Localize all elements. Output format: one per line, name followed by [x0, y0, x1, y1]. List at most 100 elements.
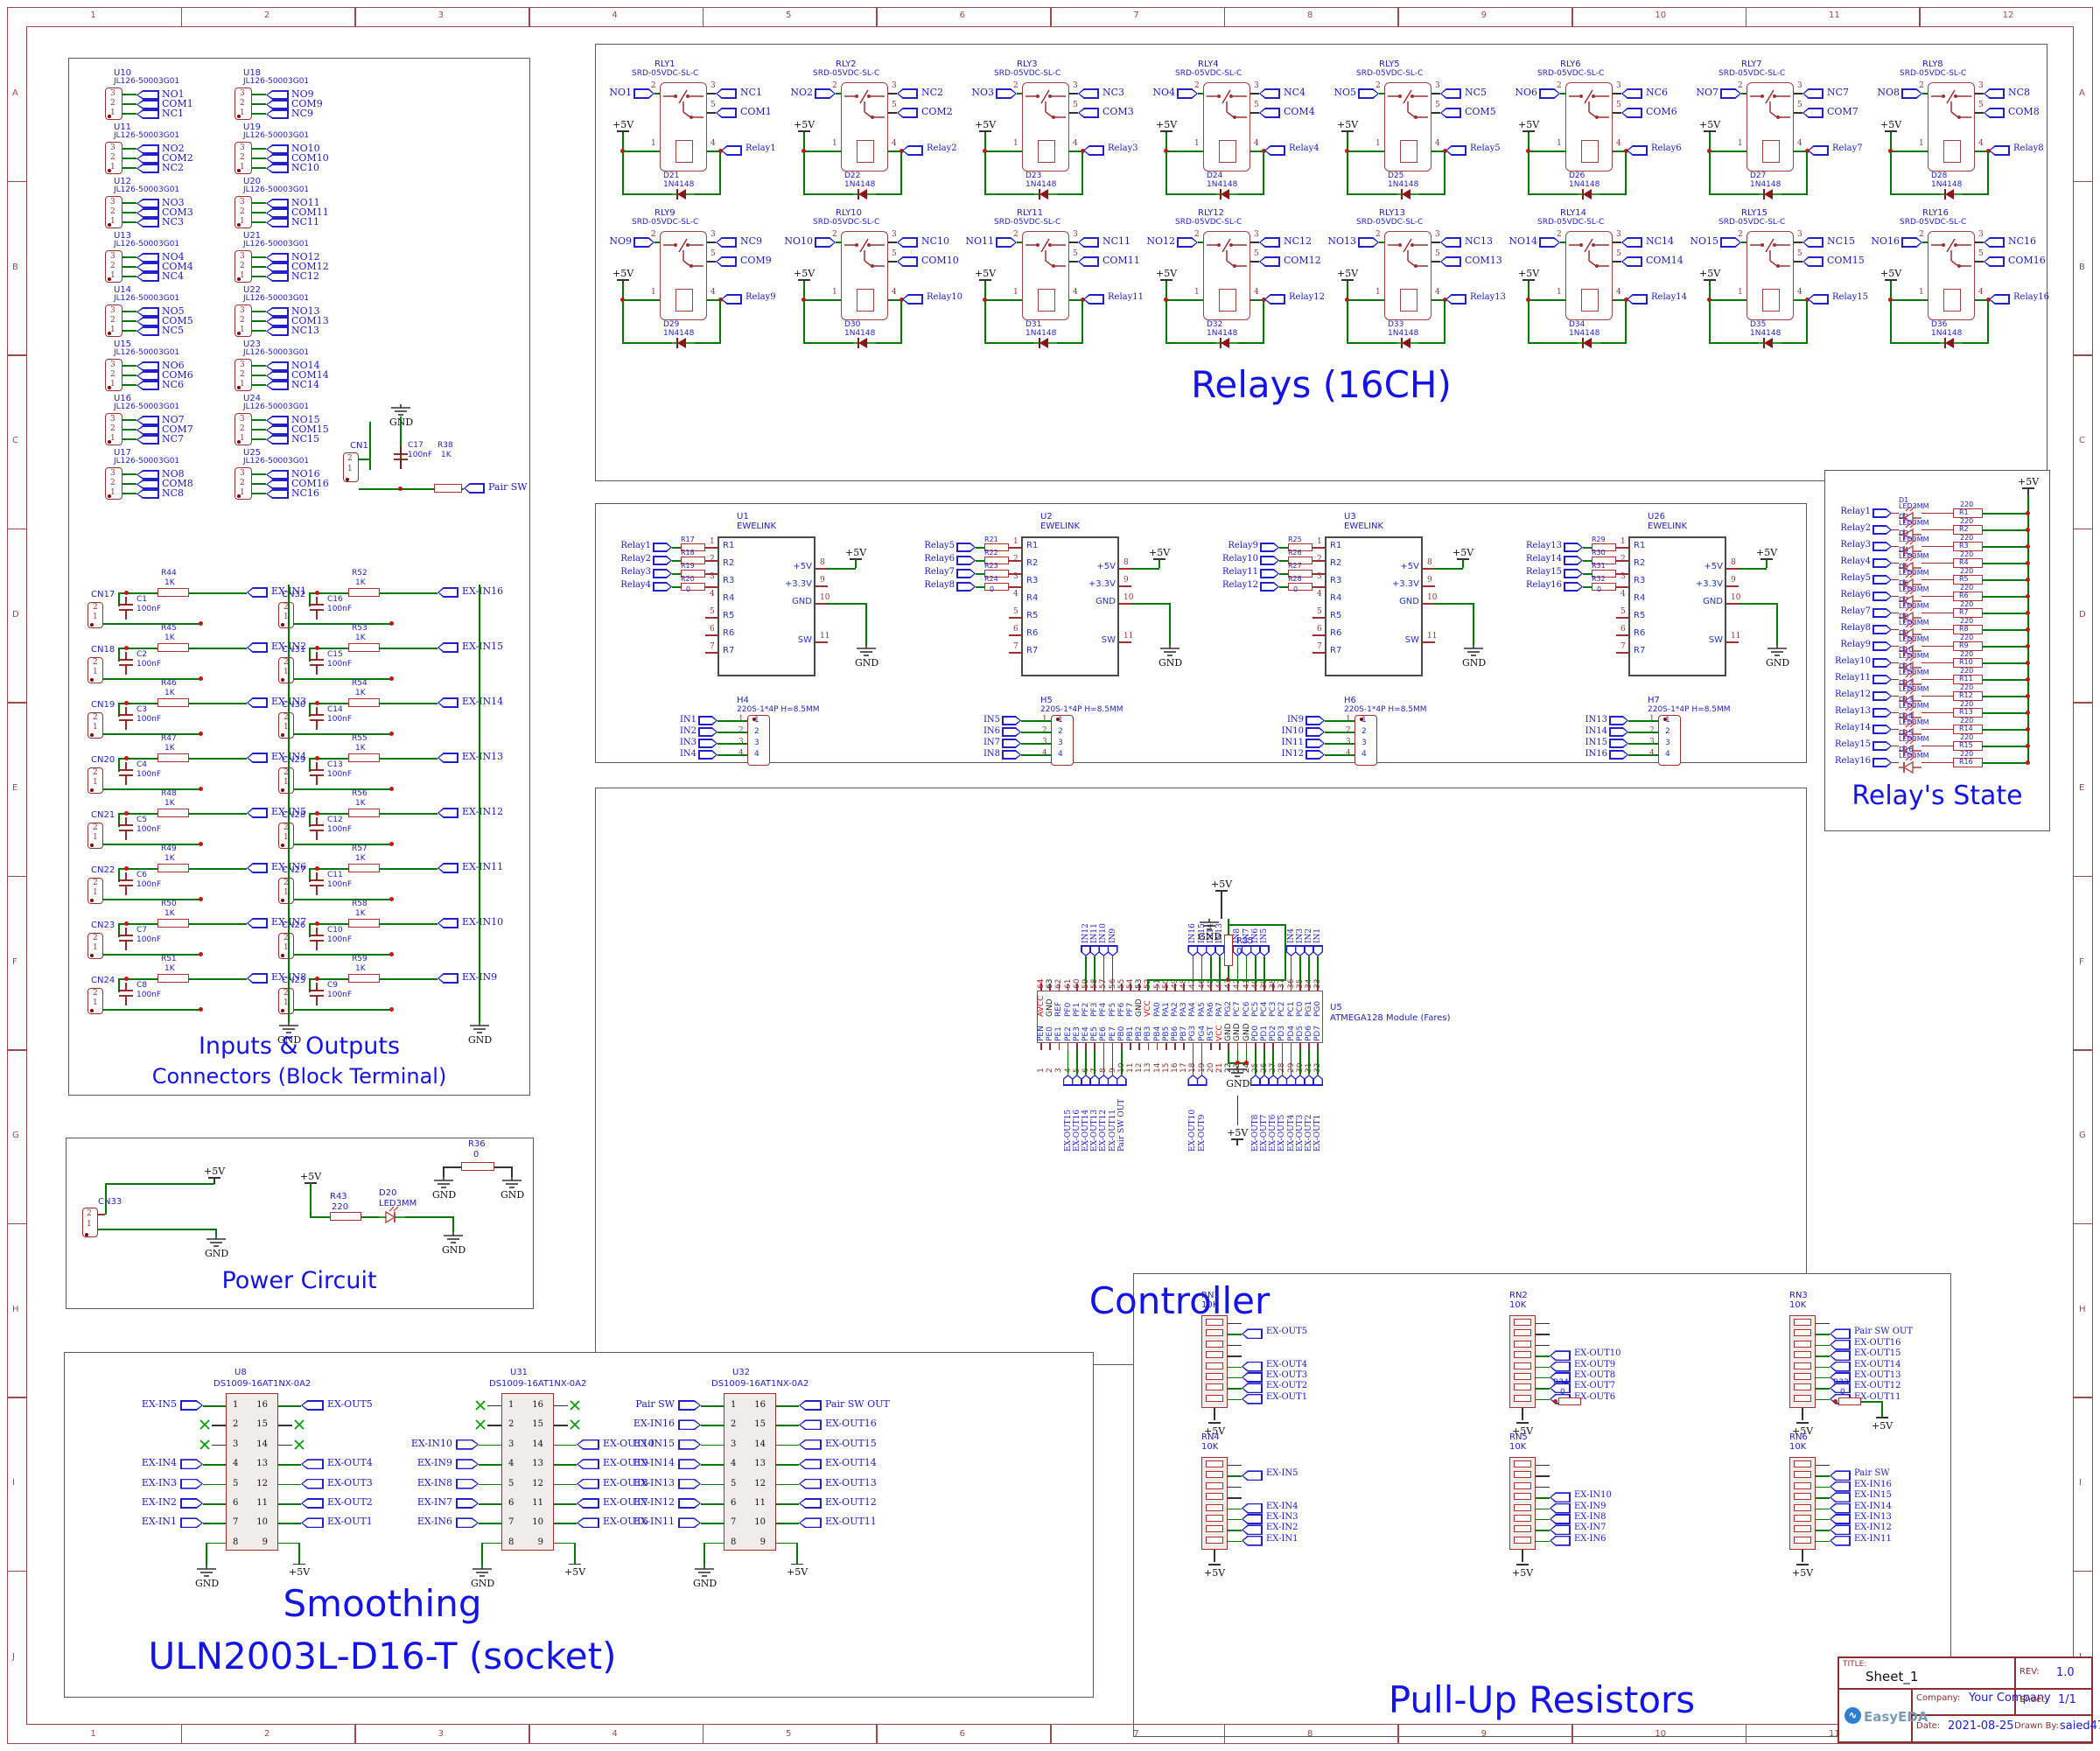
- net-flag[interactable]: [1901, 237, 1922, 248]
- net-flag[interactable]: [1872, 542, 1892, 551]
- net-flag[interactable]: [266, 100, 289, 109]
- net-flag[interactable]: [902, 145, 923, 156]
- resistor[interactable]: [1953, 758, 1983, 767]
- net-flag[interactable]: [1550, 1524, 1571, 1536]
- net-flag[interactable]: [1872, 608, 1892, 618]
- net-flag[interactable]: [1550, 1372, 1571, 1383]
- net-flag[interactable]: [1259, 945, 1270, 956]
- net-flag[interactable]: [266, 90, 289, 100]
- net-flag[interactable]: [1081, 945, 1091, 956]
- net-flag[interactable]: [180, 1517, 203, 1529]
- relay-cell[interactable]: RLY2 SRD-05VDC-SL-C NO2 2 3 NC2 5 COM2 +5V 1 4 Rela…: [783, 60, 962, 207]
- net-flag[interactable]: [956, 556, 976, 565]
- resistor[interactable]: [1953, 608, 1983, 618]
- relay-cell[interactable]: RLY8 SRD-05VDC-SL-C NO8 2 3 NC8 5 COM8 +5V 1 4 Rela…: [1870, 60, 2049, 207]
- relay-state-row[interactable]: Relay9 D9 LED3MM 220 R9: [1829, 629, 2048, 658]
- connector-body[interactable]: [278, 933, 294, 959]
- net-flag[interactable]: [1609, 727, 1628, 737]
- net-flag[interactable]: [1187, 945, 1199, 956]
- net-flag[interactable]: [1002, 739, 1021, 748]
- net-flag[interactable]: [266, 253, 289, 263]
- net-flag[interactable]: [1268, 1075, 1279, 1086]
- resistor[interactable]: [1953, 658, 1983, 668]
- relay-state-row[interactable]: Relay8 D8 LED3MM 220 R8: [1829, 613, 2048, 641]
- net-flag[interactable]: [1002, 750, 1021, 760]
- resistor[interactable]: [984, 543, 1009, 551]
- net-flag[interactable]: [1830, 1350, 1851, 1362]
- net-flag[interactable]: [1083, 145, 1104, 156]
- net-flag[interactable]: [266, 435, 289, 445]
- terminal-body[interactable]: [105, 305, 122, 337]
- net-flag[interactable]: [1285, 1075, 1297, 1086]
- net-flag[interactable]: [1294, 945, 1306, 956]
- net-flag[interactable]: [1550, 1492, 1571, 1503]
- net-flag[interactable]: [1260, 543, 1279, 552]
- resistor[interactable]: [681, 570, 705, 578]
- net-flag[interactable]: [266, 381, 289, 390]
- net-flag[interactable]: [438, 697, 458, 708]
- connector-body[interactable]: [278, 657, 294, 683]
- net-flag[interactable]: [1872, 741, 1892, 751]
- net-flag[interactable]: [438, 587, 458, 598]
- relay-cell[interactable]: RLY1 SRD-05VDC-SL-C NO1 2 3 NC1 5 COM1 +5V 1 4 Rela…: [602, 60, 781, 207]
- net-flag[interactable]: [136, 199, 159, 208]
- resistor[interactable]: [984, 557, 1009, 564]
- net-flag[interactable]: [1550, 1350, 1571, 1362]
- net-flag[interactable]: [1830, 1361, 1851, 1372]
- net-flag[interactable]: [799, 1478, 822, 1489]
- input-channel[interactable]: R461KCN1921C3100nFEX-IN3: [88, 679, 326, 739]
- net-flag[interactable]: [456, 1478, 479, 1489]
- resistor[interactable]: [158, 864, 189, 872]
- net-flag[interactable]: [1872, 691, 1892, 701]
- net-flag[interactable]: [1358, 237, 1379, 248]
- resistor[interactable]: [461, 1162, 494, 1171]
- relay-state-row[interactable]: Relay16 D16 LED3MM 220 R16: [1829, 746, 2048, 774]
- net-flag[interactable]: [180, 1478, 203, 1489]
- net-flag[interactable]: [180, 1459, 203, 1470]
- relay-state-row[interactable]: Relay14 D14 LED3MM 220 R14: [1829, 712, 2048, 741]
- net-flag[interactable]: [266, 425, 289, 435]
- terminal-block[interactable]: U11 JL126-50003G01 3 2 1 NO2 COM2 NC2: [98, 123, 220, 177]
- net-flag[interactable]: [1250, 945, 1261, 956]
- net-flag[interactable]: [266, 208, 289, 218]
- net-flag[interactable]: [1177, 237, 1198, 248]
- net-flag[interactable]: [1187, 1075, 1199, 1086]
- net-flag[interactable]: [180, 1400, 203, 1411]
- terminal-block[interactable]: U14 JL126-50003G01 3 2 1 NO5 COM5 NC5: [98, 285, 220, 340]
- net-flag[interactable]: [1358, 88, 1379, 99]
- net-flag[interactable]: [1304, 1075, 1314, 1086]
- net-flag[interactable]: [1802, 237, 1824, 248]
- net-flag[interactable]: [996, 237, 1017, 248]
- net-flag[interactable]: [1872, 525, 1892, 535]
- net-flag[interactable]: [301, 1517, 324, 1529]
- net-flag[interactable]: [1062, 1075, 1074, 1086]
- input-channel[interactable]: R591KCN2521C9100nFEX-IN9: [278, 955, 516, 1014]
- cn1-group[interactable]: GND CN1 2 1 C17 100nF R38 1K Pair SW: [340, 404, 530, 536]
- net-flag[interactable]: [1264, 294, 1285, 305]
- net-flag[interactable]: [653, 556, 672, 565]
- net-flag[interactable]: [653, 569, 672, 578]
- relay-state-row[interactable]: Relay10 D10 LED3MM 220 R10: [1829, 646, 2048, 675]
- net-flag[interactable]: [1550, 1535, 1571, 1546]
- input-channel[interactable]: R53 1K CN31 2 1 C15 100nF EX-IN15: [278, 624, 516, 683]
- relay-state-row[interactable]: Relay4 D4 LED3MM 220 R4: [1829, 546, 2048, 575]
- net-flag[interactable]: [1260, 582, 1279, 592]
- net-flag[interactable]: [136, 489, 159, 499]
- net-flag[interactable]: [1830, 1372, 1851, 1383]
- net-flag[interactable]: [266, 489, 289, 499]
- net-flag[interactable]: [634, 237, 654, 248]
- terminal-body[interactable]: [234, 250, 252, 283]
- connector-body[interactable]: [88, 933, 103, 959]
- chip-body[interactable]: [1325, 536, 1423, 676]
- net-flag[interactable]: [136, 90, 159, 100]
- net-flag[interactable]: [456, 1439, 479, 1450]
- net-flag[interactable]: [1627, 294, 1648, 305]
- net-flag[interactable]: [1989, 145, 2010, 156]
- resistor[interactable]: [158, 698, 189, 707]
- net-flag[interactable]: [1285, 945, 1297, 956]
- net-flag[interactable]: [577, 1478, 599, 1489]
- resistor[interactable]: [1288, 570, 1312, 578]
- connector-body[interactable]: [278, 823, 294, 849]
- net-flag[interactable]: [1312, 1075, 1324, 1086]
- header-body[interactable]: [747, 715, 770, 766]
